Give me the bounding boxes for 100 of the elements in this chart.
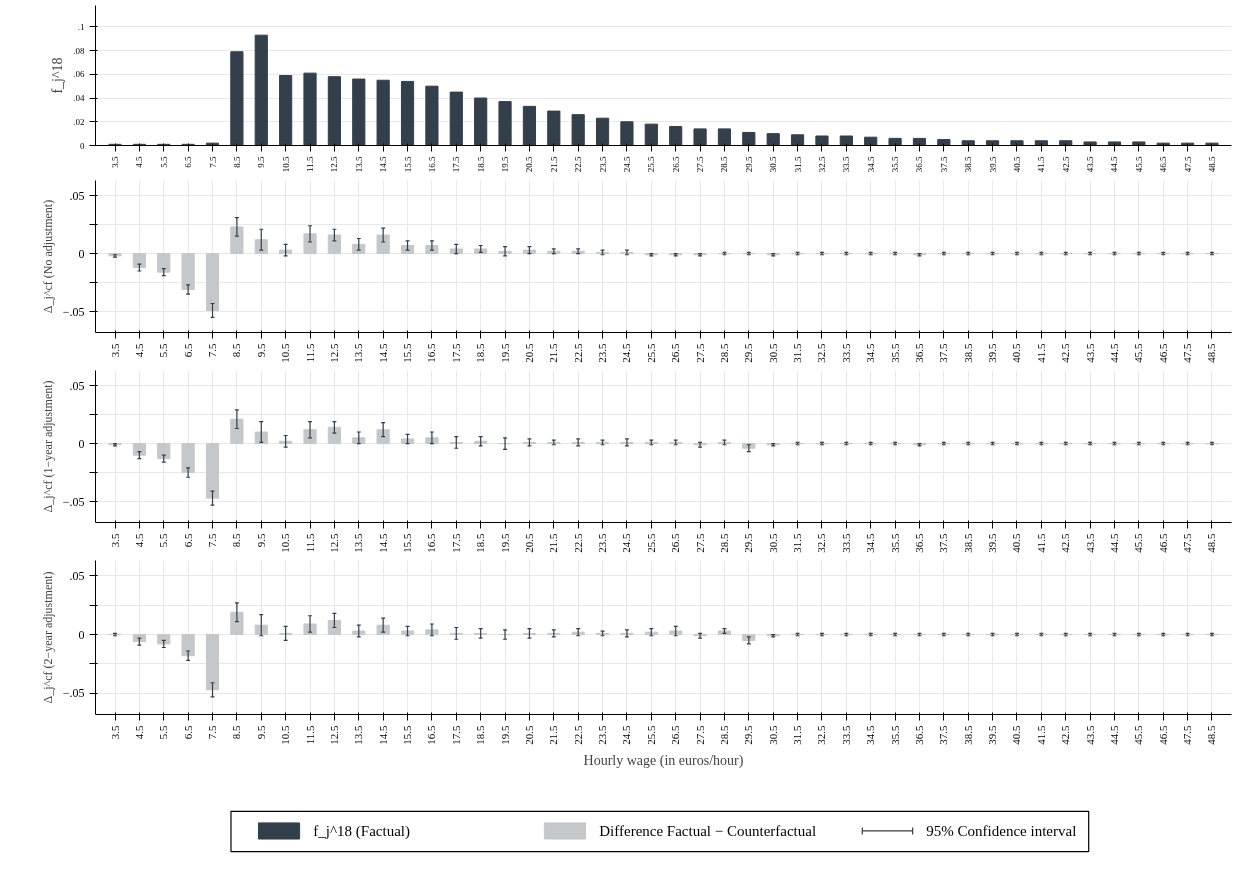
x-tick-label: 6.5 (181, 343, 194, 358)
x-tick-label: 48.5 (1207, 156, 1217, 173)
x-tick-label: 20.5 (524, 156, 535, 173)
x-tick-label: 26.5 (669, 533, 682, 553)
x-tick-label: 41.5 (1034, 343, 1047, 363)
x-tick-label: 24.5 (621, 156, 632, 173)
y-tick-label: .02 (73, 116, 85, 127)
x-tick-label: 26.5 (670, 156, 681, 173)
x-tick-label: 33.5 (839, 343, 852, 363)
legend-label: Difference Factual − Counterfactual (599, 822, 817, 839)
x-tick-label: 28.5 (719, 156, 730, 173)
x-tick-label: 42.5 (1060, 156, 1071, 173)
x-tick-label: 17.5 (451, 156, 462, 173)
x-tick-label: 18.5 (474, 343, 487, 363)
y-tick-label: .05 (69, 188, 85, 203)
x-axis-title: Hourly wage (in euros/hour) (583, 752, 744, 769)
x-tick-label: 4.5 (132, 533, 145, 548)
x-tick-label: 9.5 (256, 156, 267, 168)
x-tick-label: 4.5 (132, 343, 145, 358)
x-tick-label: 38.5 (961, 343, 974, 363)
x-tick-label: 26.5 (669, 343, 682, 363)
x-tick-label: 7.5 (207, 156, 218, 168)
x-tick-label: 32.5 (815, 725, 828, 745)
x-tick-label: 44.5 (1107, 725, 1120, 745)
x-tick-label: 33.5 (841, 156, 852, 173)
x-tick-label: 34.5 (864, 725, 877, 745)
x-tick-label: 19.5 (498, 343, 511, 363)
x-tick-label: 30.5 (766, 725, 779, 745)
x-tick-label: 34.5 (864, 343, 877, 363)
x-tick-label: 39.5 (986, 533, 999, 553)
x-tick-label: 12.5 (327, 343, 340, 363)
x-tick-label: 39.5 (986, 343, 999, 363)
x-tick-label: 44.5 (1109, 156, 1120, 173)
x-tick-label: 40.5 (1010, 343, 1023, 363)
x-tick-label: 39.5 (987, 156, 998, 173)
x-tick-label: 4.5 (134, 156, 145, 168)
x-tick-label: 34.5 (865, 156, 876, 173)
y-axis-title: Δ_j^cf (2−year adjustment) (40, 571, 55, 704)
x-tick-label: 22.5 (571, 533, 584, 553)
x-tick-label: 43.5 (1083, 533, 1096, 553)
x-tick-label: 40.5 (1010, 533, 1023, 553)
y-tick-label: −.05 (62, 494, 85, 509)
x-tick-label: 44.5 (1107, 343, 1120, 363)
x-tick-label: 14.5 (376, 533, 389, 553)
x-tick-label: 15.5 (401, 343, 414, 363)
x-tick-label: 46.5 (1156, 533, 1169, 553)
x-tick-label: 25.5 (644, 533, 657, 553)
x-tick-label: 41.5 (1036, 156, 1047, 173)
x-tick-label: 10.5 (279, 725, 292, 745)
x-tick-label: 19.5 (498, 725, 511, 745)
x-tick-label: 45.5 (1132, 533, 1145, 553)
x-tick-label: 14.5 (378, 156, 389, 173)
x-tick-label: 20.5 (522, 343, 535, 363)
y-tick-label: 0 (78, 436, 85, 451)
x-tick-label: 13.5 (352, 725, 365, 745)
y-tick-label: .1 (77, 21, 85, 32)
x-tick-label: 23.5 (597, 156, 608, 173)
x-tick-label: 32.5 (815, 343, 828, 363)
x-tick-label: 32.5 (815, 533, 828, 553)
x-tick-label: 21.5 (547, 533, 560, 553)
x-tick-label: 30.5 (766, 533, 779, 553)
x-tick-label: 21.5 (548, 156, 559, 173)
y-tick-label: 0 (80, 140, 85, 151)
x-tick-label: 16.5 (425, 725, 438, 745)
x-tick-label: 39.5 (986, 725, 999, 745)
x-tick-label: 13.5 (353, 156, 364, 173)
x-tick-label: 17.5 (449, 725, 462, 745)
x-tick-label: 32.5 (816, 156, 827, 173)
x-tick-label: 13.5 (352, 343, 365, 363)
x-tick-label: 48.5 (1205, 533, 1218, 553)
x-tick-label: 30.5 (768, 156, 779, 173)
x-tick-label: 25.5 (646, 156, 657, 173)
x-tick-label: 43.5 (1085, 156, 1096, 173)
x-tick-label: 40.5 (1010, 725, 1023, 745)
x-tick-label: 46.5 (1156, 725, 1169, 745)
x-tick-label: 31.5 (791, 533, 804, 553)
x-tick-label: 26.5 (669, 725, 682, 745)
x-tick-label: 33.5 (839, 533, 852, 553)
y-tick-label: −.05 (62, 686, 85, 701)
x-tick-label: 48.5 (1205, 725, 1218, 745)
x-tick-label: 31.5 (791, 343, 804, 363)
x-tick-label: 16.5 (426, 156, 437, 173)
y-tick-label: 0 (78, 627, 85, 642)
x-tick-label: 12.5 (327, 725, 340, 745)
x-tick-label: 28.5 (717, 725, 730, 745)
x-tick-label: 5.5 (157, 725, 170, 740)
x-tick-label: 48.5 (1205, 343, 1218, 363)
x-tick-label: 34.5 (864, 533, 877, 553)
x-tick-label: 31.5 (791, 725, 804, 745)
x-tick-label: 42.5 (1059, 725, 1072, 745)
x-tick-label: 15.5 (402, 156, 413, 173)
x-tick-label: 6.5 (181, 725, 194, 740)
x-tick-label: 23.5 (596, 343, 609, 363)
x-tick-label: 11.5 (303, 533, 316, 553)
x-tick-label: 10.5 (279, 533, 292, 553)
x-tick-label: 24.5 (620, 725, 633, 745)
y-tick-label: −.05 (62, 304, 85, 319)
x-tick-label: 27.5 (695, 156, 706, 173)
y-axis-title: f_j^18 (50, 57, 66, 94)
y-tick-label: 0 (78, 246, 85, 261)
